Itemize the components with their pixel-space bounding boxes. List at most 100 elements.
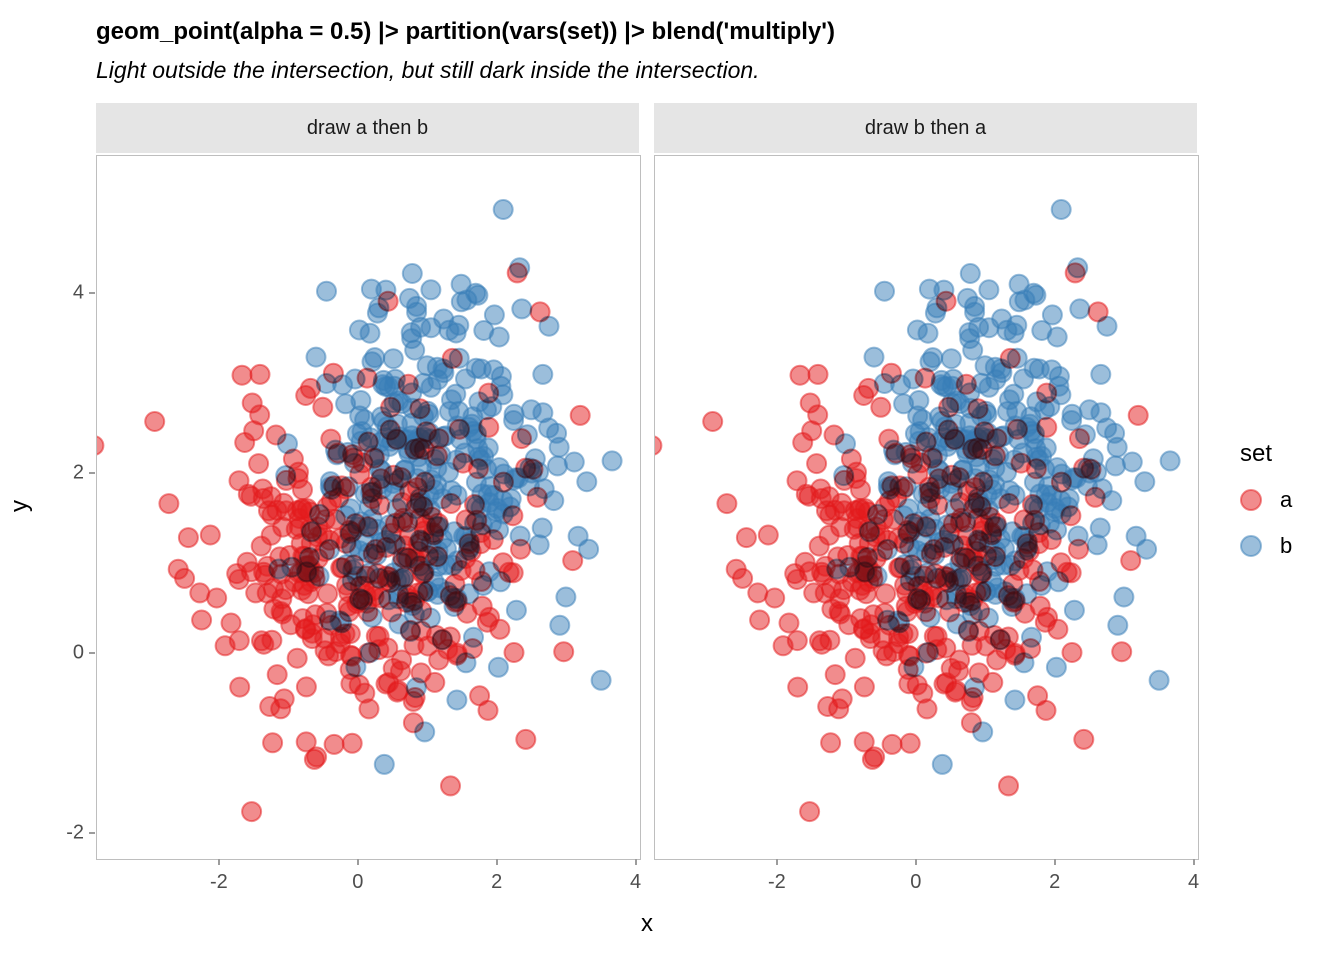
point-a (358, 698, 380, 720)
point-b (420, 279, 442, 301)
point-a (806, 453, 828, 475)
point-b (426, 516, 448, 538)
point-a (823, 424, 845, 446)
point-a (312, 396, 334, 418)
point-b (401, 382, 423, 404)
point-b (532, 363, 554, 385)
point-b (538, 315, 560, 337)
point-a (97, 435, 105, 456)
point-a (440, 775, 461, 797)
point-b (446, 550, 468, 572)
point-a (799, 392, 821, 414)
point-a (899, 732, 921, 754)
y-tick-label: -2 (66, 821, 84, 844)
legend-title: set (1240, 440, 1273, 467)
y-axis-title: y (6, 500, 33, 512)
point-a (234, 432, 256, 453)
x-axis-title: x (641, 910, 653, 937)
point-a (553, 641, 575, 663)
point-b (532, 402, 554, 424)
point-b (509, 257, 531, 279)
point-a (875, 583, 897, 605)
point-b (373, 753, 395, 775)
point-a (1111, 641, 1133, 663)
point-b (1159, 450, 1181, 472)
point-b (441, 480, 463, 502)
point-b (382, 348, 404, 370)
x-tick-label: -2 (767, 871, 786, 893)
point-a (923, 539, 945, 560)
point-b (448, 347, 470, 369)
point-a (249, 363, 271, 385)
legend-item-a: a (1238, 487, 1292, 512)
point-b (547, 455, 568, 477)
facet-strip-label: draw b then a (864, 116, 987, 139)
point-b (340, 498, 361, 520)
point-a (214, 635, 236, 657)
point-a (240, 485, 262, 507)
legend-key-point (1240, 535, 1262, 557)
point-a (1004, 642, 1026, 664)
point-b (1090, 402, 1112, 424)
point-b (505, 599, 527, 621)
point-a (228, 470, 250, 492)
point-a (1006, 418, 1028, 440)
point-a (144, 411, 166, 432)
point-b (1125, 525, 1147, 547)
point-a (919, 481, 941, 503)
point-a (732, 567, 754, 589)
point-b (549, 614, 571, 636)
point-a (1013, 548, 1035, 570)
point-b (511, 298, 533, 320)
x-tick-label: -2 (209, 871, 228, 893)
point-a (1036, 416, 1058, 438)
point-b (354, 409, 376, 431)
point-b (567, 525, 589, 547)
point-b (350, 430, 372, 452)
x-tick-label: 2 (491, 871, 503, 893)
point-b (406, 295, 428, 317)
point-a (901, 447, 922, 469)
point-a (824, 664, 846, 686)
point-a (859, 628, 881, 650)
point-a (853, 731, 875, 753)
point-b (413, 405, 434, 427)
point-b (492, 199, 514, 220)
point-b (427, 369, 449, 391)
point-a (716, 493, 738, 515)
x-tick-mark (356, 859, 359, 865)
point-b (1063, 599, 1085, 621)
point-a (1073, 728, 1095, 750)
point-b (344, 368, 366, 390)
point-a (792, 432, 814, 453)
point-a (853, 385, 875, 406)
point-b (299, 547, 320, 568)
x-tick-mark (914, 859, 917, 865)
point-a (888, 626, 910, 648)
point-b (391, 552, 413, 574)
point-b (996, 319, 1018, 341)
point-b (463, 626, 484, 648)
point-a (915, 642, 937, 664)
point-a (241, 801, 263, 823)
point-b (381, 533, 403, 555)
point-a (1014, 602, 1036, 624)
point-b (863, 346, 885, 368)
point-a (1047, 618, 1069, 640)
point-a (986, 649, 1008, 671)
point-a (229, 676, 251, 698)
point-a (477, 699, 499, 721)
point-a (820, 577, 842, 599)
point-b (470, 449, 492, 471)
point-a (965, 533, 987, 555)
point-b (341, 570, 363, 592)
point-a (933, 565, 955, 587)
point-a (191, 609, 213, 631)
point-a (749, 609, 771, 631)
point-a (798, 485, 820, 507)
point-b (371, 460, 393, 482)
point-b (301, 521, 322, 543)
point-b (432, 426, 454, 448)
x-tick-mark (1192, 859, 1195, 865)
